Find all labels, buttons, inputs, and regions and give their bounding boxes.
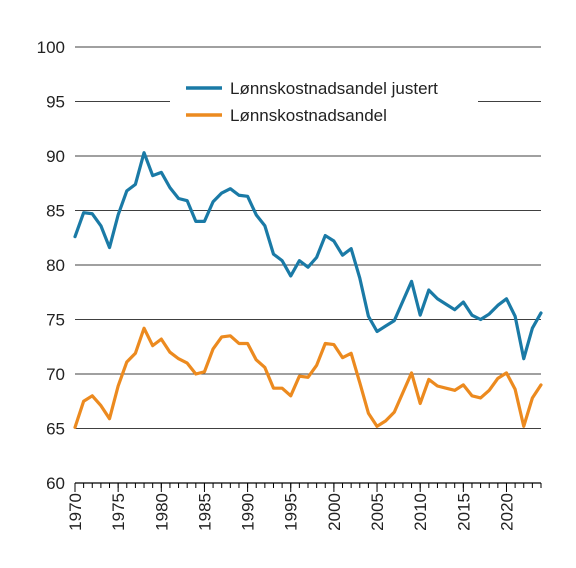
x-tick-label: 1975 [109,493,128,531]
legend-label: Lønnskostnadsandel justert [230,79,438,98]
x-tick-label: 1990 [239,493,258,531]
series-line-lonnskostnadsandel [73,326,543,430]
x-tick-label: 2010 [411,493,430,531]
x-tick-label: 1985 [195,493,214,531]
legend: Lønnskostnadsandel justert Lønnskostnadsa… [170,72,478,132]
x-tick-label: 1970 [66,493,85,531]
y-tick-label: 100 [37,38,65,57]
x-tick-label: 2020 [497,493,516,531]
y-tick-label: 60 [46,474,65,493]
y-tick-label: 80 [46,256,65,275]
legend-label: Lønnskostnadsandel [230,106,387,125]
legend-box [170,72,478,132]
gridlines [75,46,541,429]
x-tick-label: 2000 [325,493,344,531]
y-tick-label: 85 [46,202,65,221]
x-tick-label: 1995 [282,493,301,531]
axes: 60 65 70 75 80 85 90 95 100 1970 1975 1980 1985 1990 1… [37,38,542,531]
series-line-lonnskostnadsandel-justert [73,151,543,361]
x-tick-label: 2005 [368,493,387,531]
series-lines [73,151,543,430]
y-tick-label: 65 [46,420,65,439]
y-tick-label: 95 [46,93,65,112]
y-tick-label: 90 [46,147,65,166]
x-tick-label: 2015 [454,493,473,531]
y-tick-label: 70 [46,365,65,384]
x-tick-label: 1980 [152,493,171,531]
y-tick-label: 75 [46,311,65,330]
